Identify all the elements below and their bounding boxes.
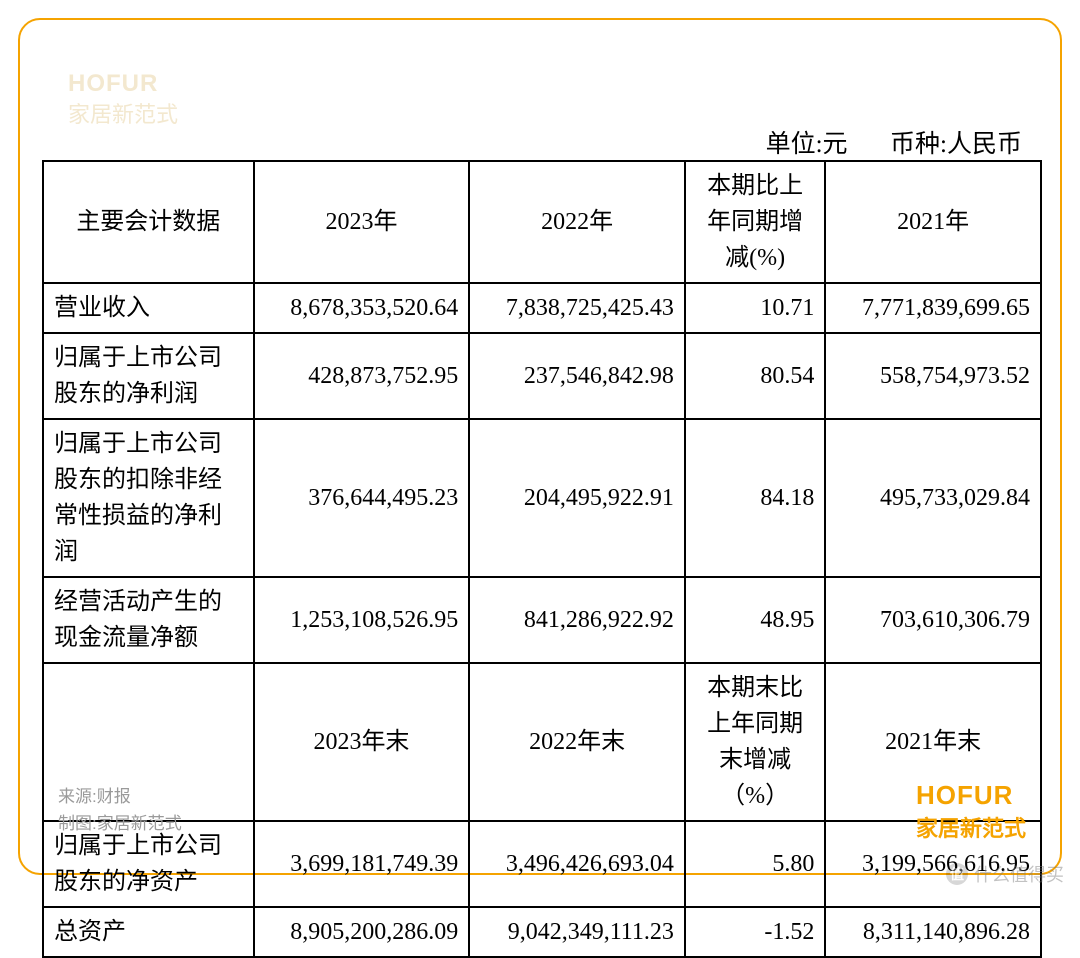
table-cell: 2023年末 xyxy=(254,663,470,821)
table-cell: 5.80 xyxy=(685,821,825,907)
table-cell: 9,042,349,111.23 xyxy=(469,907,685,957)
table-cell: 8,311,140,896.28 xyxy=(825,907,1041,957)
unit-left: 单位:元 xyxy=(766,131,848,158)
table-cell: 经营活动产生的现金流量净额 xyxy=(43,577,254,663)
table-cell: 2021年 xyxy=(825,161,1041,283)
unit-line: 单位:元 币种:人民币 xyxy=(766,124,1022,160)
credits-line1: 来源:财报 xyxy=(58,783,182,810)
table-cell: 376,644,495.23 xyxy=(254,419,470,577)
table-row: 归属于上市公司股东的净利润428,873,752.95237,546,842.9… xyxy=(43,333,1041,419)
brand-line1: HOFUR xyxy=(916,780,1026,811)
table-cell: 本期末比上年同期末增减（%） xyxy=(685,663,825,821)
table-row: 总资产8,905,200,286.099,042,349,111.23-1.52… xyxy=(43,907,1041,957)
table-cell: 本期比上年同期增减(%) xyxy=(685,161,825,283)
table-cell: 2023年 xyxy=(254,161,470,283)
financial-table: 主要会计数据2023年2022年本期比上年同期增减(%)2021年营业收入8,6… xyxy=(42,160,1042,958)
table-row: 归属于上市公司股东的净资产3,699,181,749.393,496,426,6… xyxy=(43,821,1041,907)
brand-line2: 家居新范式 xyxy=(916,811,1026,843)
table-header-row: 2023年末2022年末本期末比上年同期末增减（%）2021年末 xyxy=(43,663,1041,821)
table-cell: 2022年 xyxy=(469,161,685,283)
page-watermark: 值 什么值得买 xyxy=(946,861,1064,887)
unit-right: 币种:人民币 xyxy=(890,131,1022,158)
table-cell: 237,546,842.98 xyxy=(469,333,685,419)
table-cell: 8,678,353,520.64 xyxy=(254,283,470,333)
table-cell: 7,838,725,425.43 xyxy=(469,283,685,333)
table-cell: 495,733,029.84 xyxy=(825,419,1041,577)
table-cell: -1.52 xyxy=(685,907,825,957)
table-cell: 84.18 xyxy=(685,419,825,577)
credits-block: 来源:财报 制图:家居新范式 xyxy=(58,783,182,837)
brand-block: HOFUR 家居新范式 xyxy=(916,780,1026,843)
table-row: 归属于上市公司股东的扣除非经常性损益的净利润376,644,495.23204,… xyxy=(43,419,1041,577)
page-watermark-icon: 值 xyxy=(946,863,968,885)
table-cell: 428,873,752.95 xyxy=(254,333,470,419)
financial-table-wrap: 主要会计数据2023年2022年本期比上年同期增减(%)2021年营业收入8,6… xyxy=(42,160,1042,958)
watermark-block: HOFUR 家居新范式 xyxy=(68,68,178,130)
table-cell: 归属于上市公司股东的扣除非经常性损益的净利润 xyxy=(43,419,254,577)
watermark-line2: 家居新范式 xyxy=(68,100,178,130)
table-header-row: 主要会计数据2023年2022年本期比上年同期增减(%)2021年 xyxy=(43,161,1041,283)
table-cell: 703,610,306.79 xyxy=(825,577,1041,663)
watermark-line1: HOFUR xyxy=(68,68,178,100)
table-cell: 7,771,839,699.65 xyxy=(825,283,1041,333)
table-cell: 2022年末 xyxy=(469,663,685,821)
table-cell: 558,754,973.52 xyxy=(825,333,1041,419)
table-cell: 营业收入 xyxy=(43,283,254,333)
table-row: 经营活动产生的现金流量净额1,253,108,526.95841,286,922… xyxy=(43,577,1041,663)
table-cell: 8,905,200,286.09 xyxy=(254,907,470,957)
table-cell: 10.71 xyxy=(685,283,825,333)
table-cell: 总资产 xyxy=(43,907,254,957)
table-cell: 841,286,922.92 xyxy=(469,577,685,663)
card-frame: HOFUR 家居新范式 单位:元 币种:人民币 主要会计数据2023年2022年… xyxy=(18,18,1062,875)
table-cell: 204,495,922.91 xyxy=(469,419,685,577)
table-cell: 3,496,426,693.04 xyxy=(469,821,685,907)
table-cell: 主要会计数据 xyxy=(43,161,254,283)
page-watermark-text: 什么值得买 xyxy=(974,861,1064,887)
credits-line2: 制图:家居新范式 xyxy=(58,810,182,837)
table-cell: 48.95 xyxy=(685,577,825,663)
table-cell: 归属于上市公司股东的净利润 xyxy=(43,333,254,419)
table-cell: 80.54 xyxy=(685,333,825,419)
table-row: 营业收入8,678,353,520.647,838,725,425.4310.7… xyxy=(43,283,1041,333)
table-cell: 3,699,181,749.39 xyxy=(254,821,470,907)
table-cell: 1,253,108,526.95 xyxy=(254,577,470,663)
